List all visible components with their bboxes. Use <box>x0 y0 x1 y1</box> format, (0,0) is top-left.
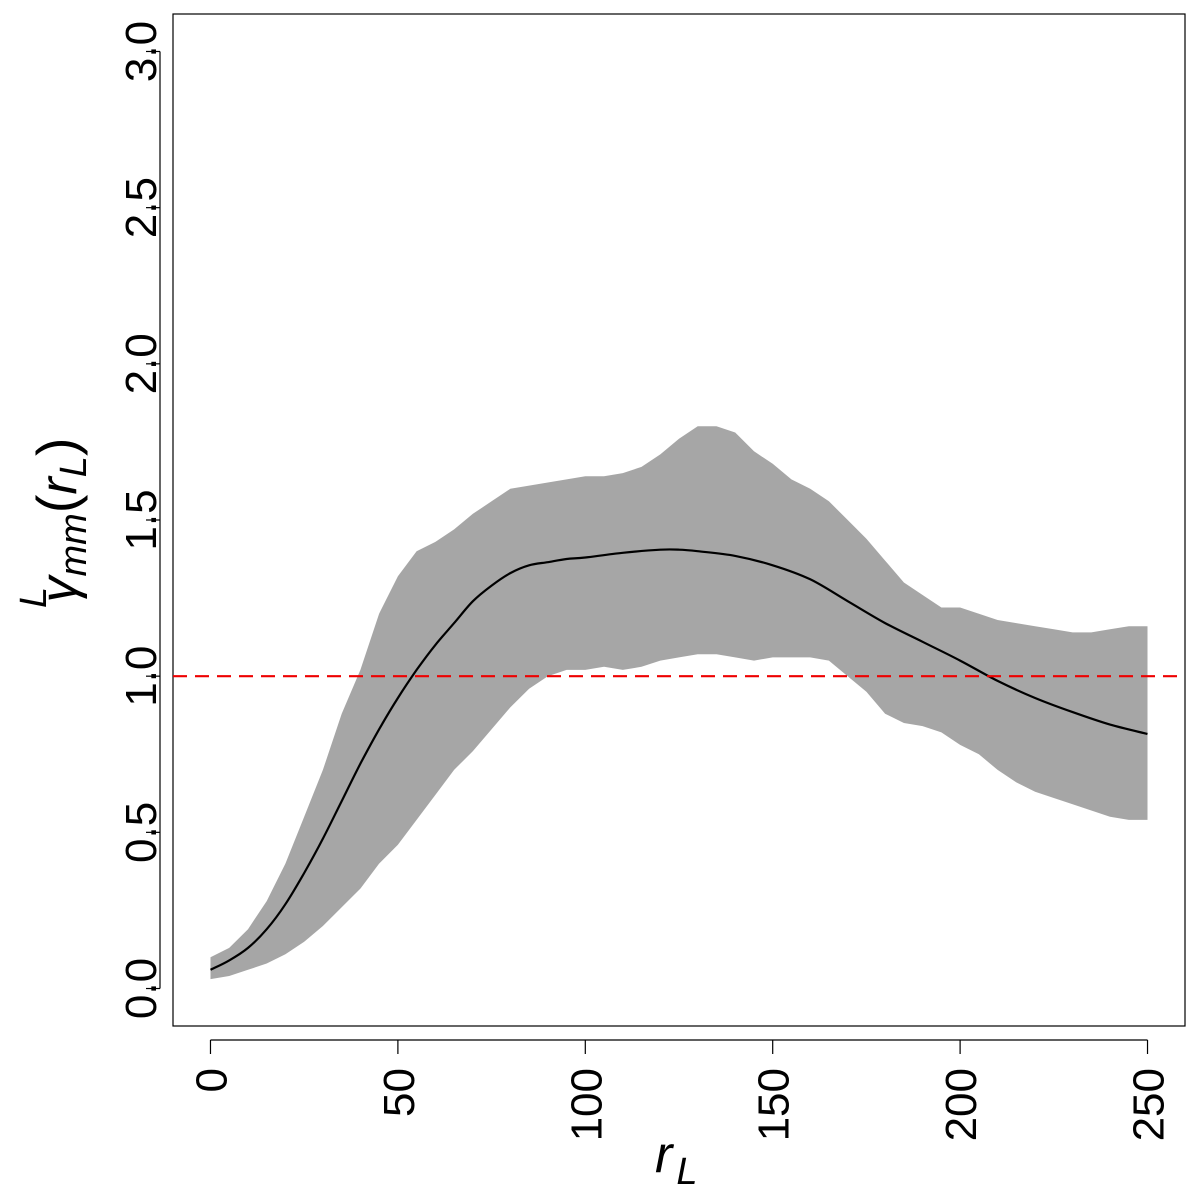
y-axis-title-paren-close: ) <box>25 437 88 456</box>
y-axis-title-paren-open: ( <box>25 494 88 513</box>
y-tick-label: 0.5 <box>117 802 166 863</box>
y-axis-title-sup: L <box>13 587 55 608</box>
y-axis-title-arg: r <box>30 475 88 495</box>
y-tick-label: 2.5 <box>117 177 166 238</box>
x-tick-label: 50 <box>375 1068 424 1117</box>
x-tick-label: 150 <box>750 1068 799 1141</box>
plot-frame <box>172 13 1186 1027</box>
y-axis-ticks: 0.0 0.5 1.0 1.5 2.0 2.5 3.0 <box>117 21 166 1019</box>
y-tick-label: 2.0 <box>117 333 166 394</box>
y-tick-label: 1.0 <box>117 646 166 707</box>
x-tick-label: 200 <box>937 1068 986 1141</box>
x-axis-title-sub: L <box>676 1151 697 1193</box>
svg-text:γmm(rL): γmm(rL) <box>25 437 95 602</box>
y-axis-title-sub: mm <box>53 513 95 576</box>
x-axis-title-main: r <box>655 1126 675 1184</box>
x-tick-label: 0 <box>187 1068 236 1092</box>
y-axis-title: γmm(rL) L <box>13 437 95 608</box>
x-axis-ticks: 0 50 100 150 200 250 <box>187 1040 1174 1141</box>
y-axis-title-gamma: γ <box>30 574 88 603</box>
y-tick-label: 1.5 <box>117 489 166 550</box>
y-tick-label: 3.0 <box>117 21 166 82</box>
confidence-band <box>210 426 1148 980</box>
x-tick-label: 100 <box>562 1068 611 1141</box>
y-tick-label: 0.0 <box>117 958 166 1019</box>
x-tick-label: 250 <box>1125 1068 1174 1141</box>
y-axis-title-arg-sub: L <box>53 456 95 477</box>
mean-curve <box>209 548 1148 971</box>
